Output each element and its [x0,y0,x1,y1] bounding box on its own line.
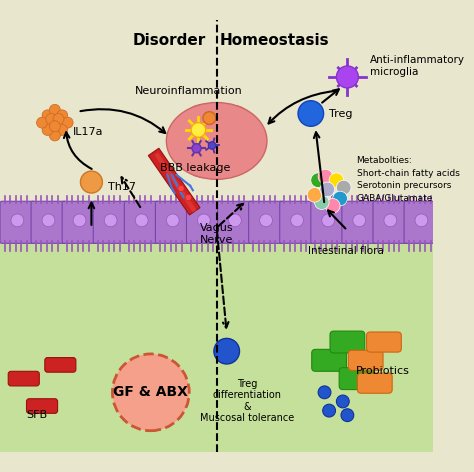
Circle shape [198,214,210,227]
Circle shape [323,404,336,417]
Circle shape [384,214,397,227]
Circle shape [228,214,241,227]
Circle shape [42,214,55,227]
FancyBboxPatch shape [93,201,128,243]
FancyBboxPatch shape [0,201,35,243]
Circle shape [135,214,148,227]
Circle shape [57,125,68,135]
FancyBboxPatch shape [348,350,383,371]
Circle shape [166,214,179,227]
Circle shape [337,395,349,408]
FancyBboxPatch shape [155,201,190,243]
Circle shape [36,117,47,128]
Circle shape [314,195,329,210]
FancyBboxPatch shape [249,201,283,243]
FancyBboxPatch shape [186,201,221,243]
Circle shape [415,214,428,227]
Circle shape [260,214,273,227]
Text: Th17: Th17 [108,182,136,192]
Circle shape [73,214,86,227]
Circle shape [214,338,239,364]
FancyBboxPatch shape [124,201,159,243]
FancyBboxPatch shape [339,368,374,389]
Circle shape [326,199,340,213]
Text: GF & ABX: GF & ABX [113,385,188,399]
FancyBboxPatch shape [8,371,39,386]
Text: Anti-inflammatory
microglia: Anti-inflammatory microglia [370,55,465,77]
Circle shape [337,66,358,88]
FancyBboxPatch shape [31,201,66,243]
Text: Homeostasis: Homeostasis [219,33,329,48]
FancyBboxPatch shape [342,201,377,243]
Circle shape [311,173,326,187]
Ellipse shape [214,106,256,167]
FancyBboxPatch shape [330,331,365,353]
Circle shape [318,386,331,399]
Circle shape [81,171,102,193]
FancyBboxPatch shape [280,201,314,243]
Text: Probiotics: Probiotics [356,366,410,376]
Circle shape [341,409,354,421]
Text: Disorder: Disorder [133,33,206,48]
FancyBboxPatch shape [366,332,401,352]
Text: Intestinal flora: Intestinal flora [308,246,384,256]
FancyBboxPatch shape [312,349,346,371]
Text: Neuroinflammation: Neuroinflammation [135,85,243,96]
Circle shape [298,101,324,126]
Circle shape [203,112,216,125]
Text: Metabolties:
Short-chain fatty acids
Serotonin precursors
GABA/Glutamate: Metabolties: Short-chain fatty acids Ser… [356,156,459,202]
Circle shape [307,187,322,202]
FancyBboxPatch shape [27,399,58,413]
Circle shape [337,180,351,195]
Circle shape [46,113,57,125]
FancyBboxPatch shape [45,358,76,372]
Circle shape [353,214,365,227]
Circle shape [42,110,53,121]
Text: Vagus
Nerve: Vagus Nerve [200,223,234,245]
FancyBboxPatch shape [311,201,346,243]
FancyBboxPatch shape [62,201,97,243]
Circle shape [329,173,344,187]
Ellipse shape [166,102,267,179]
Bar [0,242,433,452]
Circle shape [192,143,201,153]
Circle shape [320,182,335,197]
Circle shape [49,121,60,132]
Circle shape [57,110,68,121]
Text: Treg: Treg [329,109,353,118]
Circle shape [62,117,73,128]
FancyBboxPatch shape [357,373,392,393]
Circle shape [291,214,303,227]
Circle shape [49,104,60,115]
Circle shape [42,125,53,135]
Bar [0,20,433,242]
FancyArrow shape [148,148,200,215]
FancyArrow shape [155,152,197,212]
Circle shape [11,214,24,227]
Circle shape [318,169,333,184]
Ellipse shape [175,104,230,177]
Circle shape [49,130,60,141]
Circle shape [178,185,184,192]
FancyBboxPatch shape [404,201,439,243]
Circle shape [104,214,117,227]
Circle shape [112,354,189,431]
Text: IL17a: IL17a [73,127,104,137]
Text: BBB leakage: BBB leakage [160,163,230,173]
Circle shape [191,123,206,137]
Text: SFB: SFB [26,410,47,420]
FancyBboxPatch shape [373,201,408,243]
Circle shape [322,214,335,227]
FancyBboxPatch shape [218,201,252,243]
Circle shape [209,142,216,149]
Circle shape [185,194,191,201]
Circle shape [333,191,347,206]
Circle shape [53,113,64,125]
Text: Treg
differentiation
&
Muscosal tolerance: Treg differentiation & Muscosal toleranc… [200,379,294,423]
